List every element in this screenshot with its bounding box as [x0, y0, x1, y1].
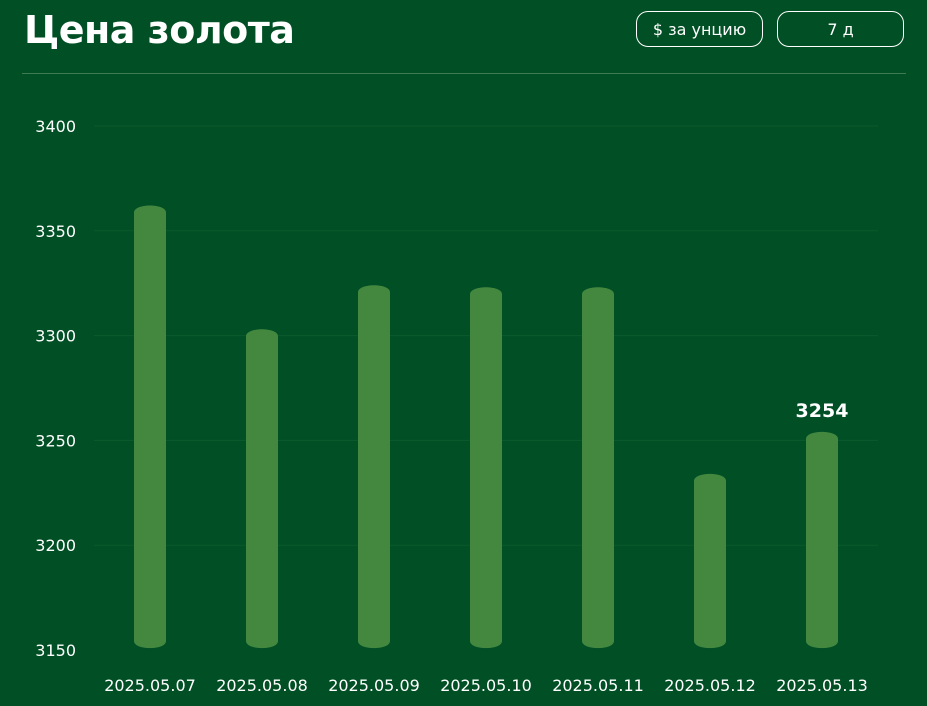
y-tick-label: 3400 — [35, 117, 76, 136]
bar-2025.05.07[interactable] — [134, 205, 166, 649]
y-tick-label: 3350 — [35, 222, 76, 241]
x-tick-label: 2025.05.09 — [328, 676, 420, 695]
data-label: 3254 — [796, 400, 849, 422]
y-tick-label: 3150 — [35, 641, 76, 660]
bar-2025.05.10[interactable] — [470, 287, 502, 649]
x-tick-label: 2025.05.12 — [664, 676, 756, 695]
y-axis-ticks: 3150 3200 3250 3300 3350 3400 — [35, 117, 76, 660]
bar-2025.05.09[interactable] — [358, 285, 390, 649]
header-divider — [22, 73, 906, 74]
x-tick-label: 2025.05.10 — [440, 676, 532, 695]
page-title: Цена золота — [24, 8, 295, 52]
bar-2025.05.13[interactable] — [806, 431, 838, 649]
y-tick-label: 3200 — [35, 536, 76, 555]
y-tick-label: 3250 — [35, 431, 76, 450]
x-tick-label: 2025.05.13 — [776, 676, 868, 695]
bar-2025.05.08[interactable] — [246, 329, 278, 649]
bars — [134, 205, 838, 649]
x-tick-label: 2025.05.07 — [104, 676, 196, 695]
bar-2025.05.11[interactable] — [582, 287, 614, 649]
bar-2025.05.12[interactable] — [694, 473, 726, 649]
unit-toggle-button[interactable]: $ за унцию — [636, 11, 763, 47]
x-axis-ticks: 2025.05.07 2025.05.08 2025.05.09 2025.05.10… — [104, 676, 868, 695]
range-select-button[interactable]: 7 д — [777, 11, 904, 47]
y-tick-label: 3300 — [35, 327, 76, 346]
x-tick-label: 2025.05.08 — [216, 676, 308, 695]
x-tick-label: 2025.05.11 — [552, 676, 644, 695]
data-labels: 3254 — [796, 400, 849, 422]
